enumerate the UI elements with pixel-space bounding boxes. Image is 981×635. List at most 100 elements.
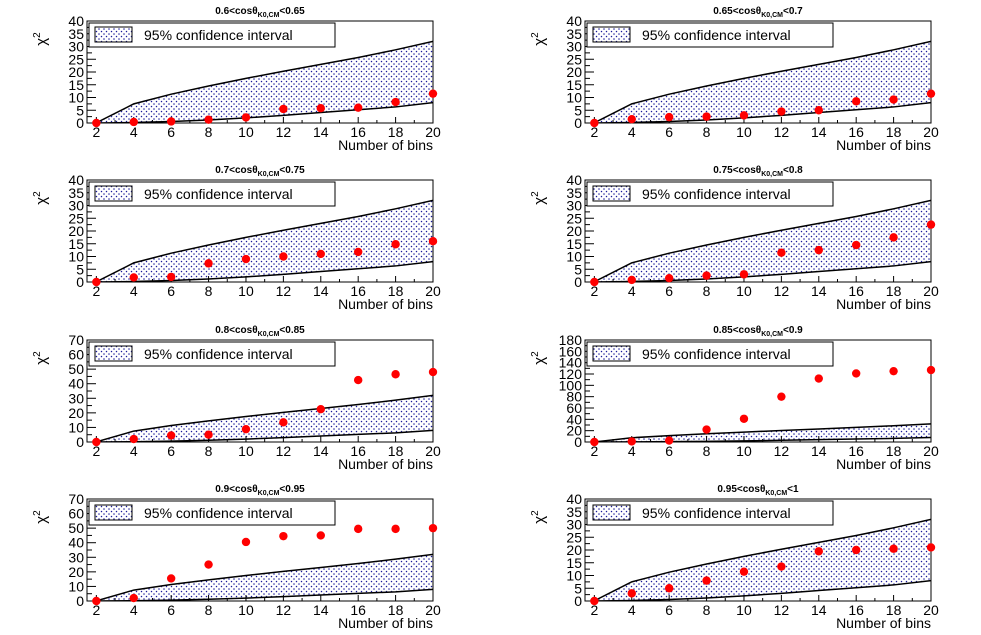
y-axis-label: χ2 xyxy=(32,32,50,46)
x-tick-label: 2 xyxy=(590,283,598,299)
chart-title: 0.65<cosθK0,CM<0.7 xyxy=(713,6,803,19)
data-point xyxy=(926,543,936,552)
chart-title-theta: θ xyxy=(760,484,765,495)
data-point xyxy=(664,436,674,445)
y-tick-label: 5 xyxy=(76,261,84,277)
data-point xyxy=(814,547,823,556)
y-tick-label: 80 xyxy=(566,389,582,405)
x-tick-label: 6 xyxy=(665,283,673,299)
chart-title-sub: K0,CM xyxy=(258,490,280,497)
confidence-band-fill xyxy=(96,41,433,123)
y-tick-label: 0 xyxy=(574,593,582,609)
x-tick-label: 6 xyxy=(167,124,175,140)
y-tick-label: 10 xyxy=(566,249,582,265)
y-tick-label: 25 xyxy=(566,210,582,226)
chart-title-tail: <0.7 xyxy=(783,6,803,17)
y-tick-label: 15 xyxy=(566,555,582,571)
y-axis-label: χ2 xyxy=(530,510,548,524)
y-tick-label: 0 xyxy=(76,593,84,609)
chart-title-theta: θ xyxy=(252,484,257,495)
y-axis-label-main: χ xyxy=(531,357,548,365)
y-tick-label: 40 xyxy=(68,376,84,392)
legend: 95% confidence interval xyxy=(586,22,834,48)
y-tick-label: 40 xyxy=(566,172,582,188)
y-tick-label: 20 xyxy=(566,64,582,80)
confidence-band xyxy=(96,40,433,123)
confidence-band-upper-line xyxy=(96,199,433,282)
y-axis-label-main: χ xyxy=(33,357,50,365)
chart-title-sub: K0,CM xyxy=(258,331,280,338)
chart-title: 0.7<cosθK0,CM<0.75 xyxy=(215,165,305,178)
y-axis-label: χ2 xyxy=(530,32,548,46)
x-tick-label: 8 xyxy=(703,443,711,459)
data-point xyxy=(391,370,400,379)
x-tick-label: 2 xyxy=(590,602,598,618)
x-tick-label: 8 xyxy=(205,602,213,618)
data-point xyxy=(889,366,898,376)
data-point xyxy=(814,374,823,383)
x-tick-label: 16 xyxy=(848,124,864,140)
y-tick-label: 30 xyxy=(68,198,84,214)
x-tick-label: 14 xyxy=(811,443,827,459)
y-tick-label: 140 xyxy=(559,355,583,371)
x-tick-label: 10 xyxy=(238,602,254,618)
y-tick-label: 60 xyxy=(566,400,582,416)
chart-title-main: 0.95<cos xyxy=(717,484,760,495)
y-tick-label: 60 xyxy=(68,506,84,522)
x-tick-label: 12 xyxy=(774,283,790,299)
confidence-band-upper-line xyxy=(96,553,433,601)
chart-title: 0.85<cosθK0,CM<0.9 xyxy=(713,325,803,338)
x-tick-label: 16 xyxy=(848,602,864,618)
data-point xyxy=(664,112,674,122)
x-tick-label: 16 xyxy=(350,443,366,459)
data-point xyxy=(926,89,936,98)
data-point xyxy=(851,240,861,250)
data-point xyxy=(428,237,438,246)
y-tick-label: 100 xyxy=(559,377,583,393)
data-point xyxy=(241,113,251,122)
x-tick-label: 4 xyxy=(130,283,138,299)
x-axis-label: Number of bins xyxy=(836,456,931,472)
x-tick-label: 14 xyxy=(313,124,329,140)
x-tick-label: 4 xyxy=(130,443,138,459)
legend-label: 95% confidence interval xyxy=(144,505,293,521)
y-tick-label: 50 xyxy=(68,520,84,536)
confidence-band xyxy=(96,553,433,601)
confidence-band xyxy=(594,199,931,282)
confidence-band-fill xyxy=(96,395,433,442)
y-tick-label: 15 xyxy=(566,77,582,93)
x-axis-label: Number of bins xyxy=(338,615,433,631)
x-tick-label: 4 xyxy=(628,124,636,140)
y-tick-label: 10 xyxy=(68,578,84,594)
x-tick-label: 16 xyxy=(848,443,864,459)
x-tick-label: 2 xyxy=(590,124,598,140)
x-tick-label: 4 xyxy=(628,443,636,459)
data-point xyxy=(777,392,786,401)
y-tick-label: 30 xyxy=(68,39,84,55)
x-axis-label: Number of bins xyxy=(836,296,931,312)
y-tick-label: 40 xyxy=(566,13,582,29)
data-point xyxy=(353,375,363,385)
y-axis-label: χ2 xyxy=(32,191,50,205)
y-axis-label-main: χ xyxy=(531,516,548,524)
x-tick-label: 14 xyxy=(313,443,329,459)
x-tick-label: 20 xyxy=(923,443,939,459)
x-tick-label: 18 xyxy=(886,443,902,459)
chart-title-tail: <0.8 xyxy=(783,165,803,176)
data-point xyxy=(279,418,288,427)
data-point xyxy=(590,596,599,606)
data-point xyxy=(777,248,786,257)
x-tick-label: 18 xyxy=(388,602,404,618)
data-point xyxy=(627,589,636,598)
x-tick-label: 12 xyxy=(774,602,790,618)
data-point xyxy=(889,95,898,104)
chart-title-theta: θ xyxy=(252,6,257,17)
legend: 95% confidence interval xyxy=(88,500,336,526)
data-point xyxy=(204,560,213,569)
x-tick-label: 10 xyxy=(238,283,254,299)
y-tick-label: 35 xyxy=(566,26,582,42)
data-point xyxy=(889,544,898,553)
y-tick-label: 10 xyxy=(68,419,84,435)
y-tick-label: 10 xyxy=(68,249,84,265)
confidence-band-upper-line xyxy=(594,199,931,282)
